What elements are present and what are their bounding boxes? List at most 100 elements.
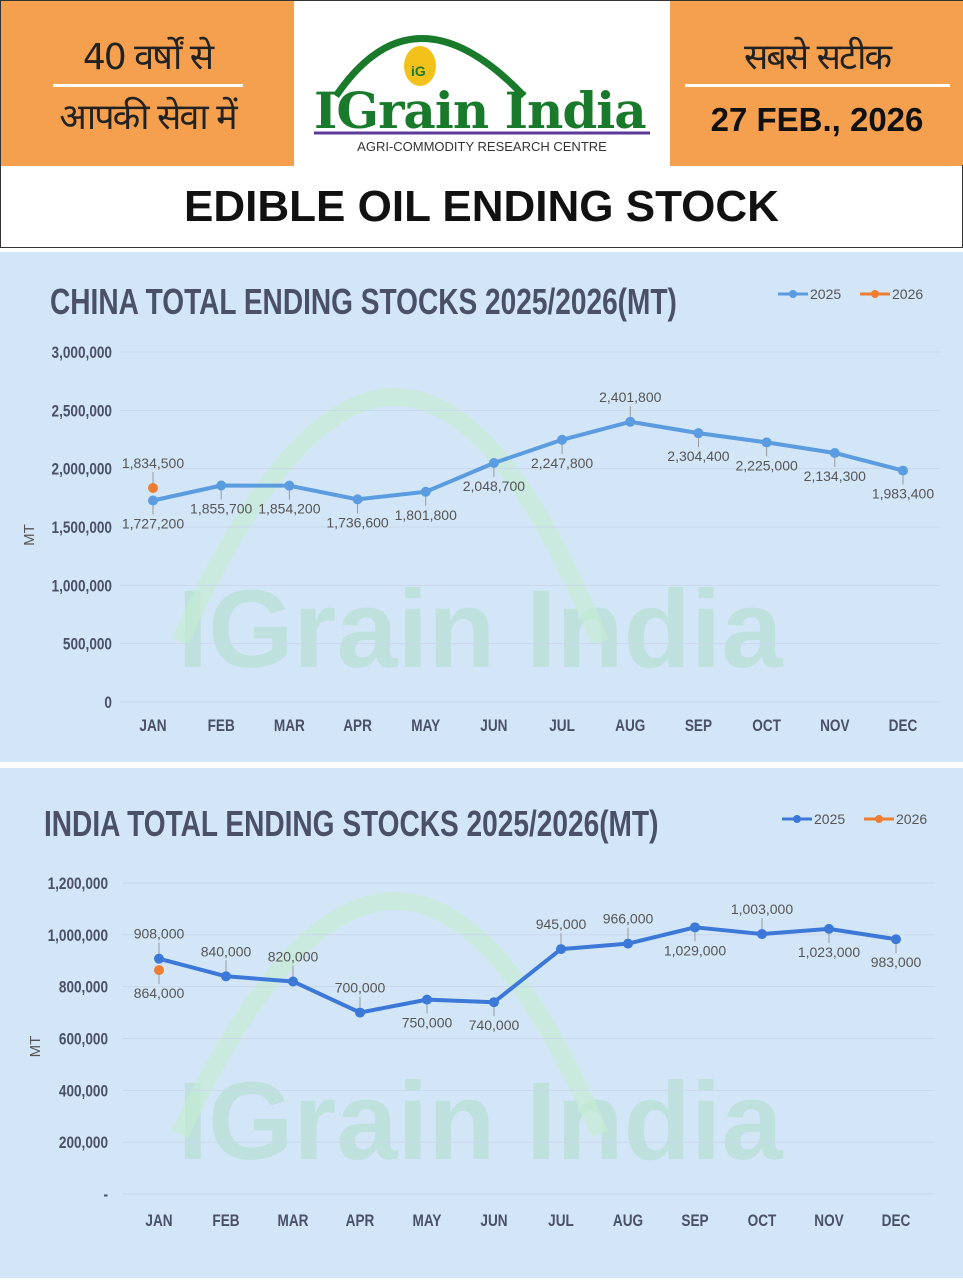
data-label-2025: 1,855,700 bbox=[190, 501, 252, 517]
chart-title: INDIA TOTAL ENDING STOCKS 2025/2026(MT) bbox=[44, 804, 658, 844]
x-tick-label: MAY bbox=[411, 717, 440, 736]
data-point-2025 bbox=[288, 976, 298, 987]
data-label-2025: 2,225,000 bbox=[735, 457, 797, 473]
data-label-2025: 1,801,800 bbox=[395, 507, 457, 523]
legend-marker-2026 bbox=[871, 290, 879, 298]
data-label-2025: 1,727,200 bbox=[122, 515, 184, 531]
data-label-2025: 908,000 bbox=[134, 926, 185, 942]
legend-label-2026: 2026 bbox=[896, 811, 927, 827]
logo: iG IGrain India AGRI-COMMODITY RESEARCH … bbox=[294, 1, 670, 166]
x-tick-label: JAN bbox=[145, 1212, 172, 1231]
data-label-2025: 840,000 bbox=[201, 943, 252, 959]
x-tick-label: SEP bbox=[685, 717, 712, 736]
data-label-2025: 700,000 bbox=[335, 980, 386, 996]
y-axis-label: MT bbox=[21, 524, 38, 546]
x-tick-label: MAR bbox=[274, 717, 305, 736]
logo-arch-icon: iG bbox=[314, 35, 650, 135]
data-point-2025 bbox=[690, 922, 700, 933]
logo-tagline: AGRI-COMMODITY RESEARCH CENTRE bbox=[357, 139, 607, 154]
data-label-2025: 2,134,300 bbox=[804, 468, 866, 484]
india-chart: IGrain India INDIA TOTAL ENDING STOCKS 20… bbox=[27, 804, 935, 1231]
data-point-2025 bbox=[623, 938, 633, 949]
series-line-2025 bbox=[158, 925, 897, 1015]
x-tick-label: AUG bbox=[613, 1212, 643, 1231]
data-point-2025 bbox=[761, 437, 772, 448]
data-label-2025: 1,983,400 bbox=[872, 486, 934, 502]
tagline-accurate: सबसे सटीक bbox=[743, 37, 892, 78]
y-tick-label: 1,000,000 bbox=[48, 926, 108, 945]
watermark-arch-icon bbox=[171, 388, 609, 646]
china-chart-panel: IGrain India CHINA TOTAL ENDING STOCKS 20… bbox=[0, 252, 963, 762]
data-label-2025: 1,003,000 bbox=[731, 901, 793, 917]
x-tick-label: FEB bbox=[212, 1212, 239, 1231]
header-left: 40 वर्षों से आपकी सेवा में bbox=[1, 1, 294, 166]
x-tick-label: DEC bbox=[889, 717, 918, 736]
data-point-2025 bbox=[488, 457, 499, 468]
data-label-2025: 983,000 bbox=[871, 954, 922, 970]
data-label-2025: 2,304,400 bbox=[667, 448, 729, 464]
legend-marker-2025 bbox=[793, 815, 801, 823]
y-tick-label: 200,000 bbox=[59, 1134, 108, 1153]
x-tick-label: FEB bbox=[208, 717, 235, 736]
x-tick-label: APR bbox=[343, 717, 372, 736]
x-tick-label: DEC bbox=[882, 1212, 911, 1231]
x-tick-label: APR bbox=[346, 1212, 375, 1231]
page-title: EDIBLE OIL ENDING STOCK bbox=[0, 165, 963, 248]
data-point-2025 bbox=[824, 923, 834, 934]
x-tick-label: JUN bbox=[480, 1212, 507, 1231]
x-tick-label: NOV bbox=[814, 1212, 844, 1231]
data-point-2025 bbox=[422, 994, 432, 1005]
data-label-2026: 864,000 bbox=[134, 985, 185, 1001]
y-tick-label: 1,000,000 bbox=[52, 577, 112, 596]
chart-title: CHINA TOTAL ENDING STOCKS 2025/2026(MT) bbox=[50, 282, 677, 322]
data-point-2025 bbox=[757, 929, 767, 940]
y-tick-label: 1,200,000 bbox=[48, 875, 108, 894]
data-point-2025 bbox=[557, 434, 568, 445]
data-label-2025: 966,000 bbox=[603, 911, 654, 927]
data-point-2026 bbox=[154, 965, 164, 976]
legend-marker-2025 bbox=[789, 290, 797, 298]
data-point-2025 bbox=[420, 486, 431, 497]
watermark-text: IGrain India bbox=[177, 568, 783, 691]
x-tick-label: AUG bbox=[615, 717, 645, 736]
x-tick-label: SEP bbox=[681, 1212, 708, 1231]
y-tick-label: 3,000,000 bbox=[52, 344, 112, 363]
tagline-service: आपकी सेवा में bbox=[59, 97, 237, 138]
watermark-arch-icon bbox=[171, 892, 609, 1138]
divider bbox=[684, 84, 950, 87]
y-tick-label: 800,000 bbox=[59, 978, 108, 997]
y-tick-label: 600,000 bbox=[59, 1030, 108, 1049]
x-tick-label: JAN bbox=[139, 717, 166, 736]
data-label-2025: 2,048,700 bbox=[463, 478, 525, 494]
x-tick-label: OCT bbox=[748, 1212, 777, 1231]
data-label-2025: 740,000 bbox=[469, 1017, 520, 1033]
series-line-2025 bbox=[152, 419, 904, 503]
data-point-2025 bbox=[216, 480, 227, 491]
data-label-2025: 1,854,200 bbox=[258, 501, 320, 517]
data-label-2025: 1,023,000 bbox=[798, 944, 860, 960]
y-tick-label: 0 bbox=[104, 694, 112, 713]
data-label-2025: 2,247,800 bbox=[531, 455, 593, 471]
tagline-years: 40 वर्षों से bbox=[82, 37, 214, 78]
y-tick-label: 500,000 bbox=[63, 635, 112, 654]
report-date: 27 FEB., 2026 bbox=[710, 101, 924, 138]
data-label-2025: 2,401,800 bbox=[599, 389, 661, 405]
data-point-2025 bbox=[148, 495, 158, 506]
data-label-2025: 1,736,600 bbox=[326, 514, 388, 530]
data-label-2026: 1,834,500 bbox=[122, 455, 184, 471]
legend-label-2026: 2026 bbox=[892, 286, 923, 302]
x-tick-label: JUL bbox=[548, 1212, 574, 1231]
china-chart: IGrain India CHINA TOTAL ENDING STOCKS 20… bbox=[21, 282, 940, 736]
data-label-2025: 945,000 bbox=[536, 916, 587, 932]
data-point-2026 bbox=[148, 482, 158, 493]
x-tick-label: JUL bbox=[549, 717, 575, 736]
y-tick-label: 2,000,000 bbox=[52, 460, 112, 479]
svg-text:iG: iG bbox=[411, 63, 426, 79]
data-label-2025: 820,000 bbox=[268, 948, 319, 964]
logo-text: IGrain India bbox=[314, 81, 647, 140]
divider bbox=[52, 84, 243, 87]
data-point-2025 bbox=[489, 997, 499, 1008]
x-tick-label: NOV bbox=[820, 717, 850, 736]
data-point-2025 bbox=[352, 494, 363, 505]
y-axis-label: MT bbox=[27, 1036, 44, 1058]
